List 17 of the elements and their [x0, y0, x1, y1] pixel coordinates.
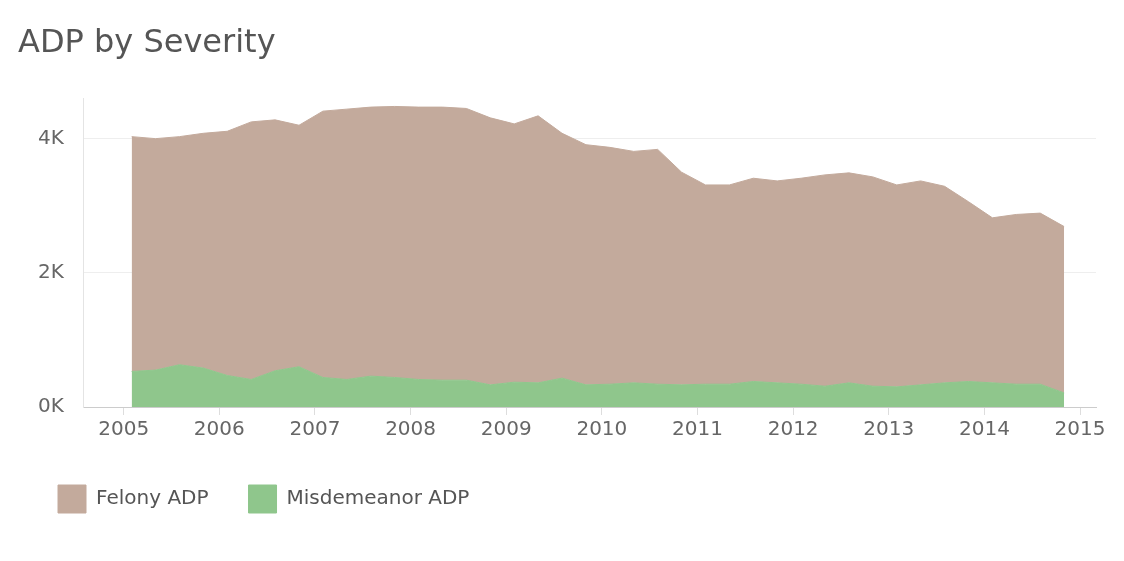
x-tick-label: 2006	[193, 416, 245, 441]
x-tick-label: 2013	[863, 416, 915, 441]
x-tick-label: 2005	[98, 416, 150, 441]
x-tick-label: 2010	[576, 416, 628, 441]
x-tick-label: 2012	[767, 416, 819, 441]
chart-title: ADP by Severity	[18, 21, 276, 60]
x-tick-label: 2007	[289, 416, 341, 441]
x-tick-label: 2009	[480, 416, 532, 441]
x-tick-label: 2015	[1054, 416, 1106, 441]
y-tick-label: 4K	[38, 124, 65, 149]
x-tick-label: 2011	[672, 416, 723, 441]
y-tick-label: 2K	[38, 259, 65, 284]
x-tick-label: 2014	[958, 416, 1010, 441]
legend-label: Misdemeanor ADP	[286, 485, 470, 510]
legend-label: Felony ADP	[96, 485, 209, 510]
x-tick-label: 2008	[385, 416, 437, 441]
y-tick-label: 0K	[38, 393, 65, 418]
